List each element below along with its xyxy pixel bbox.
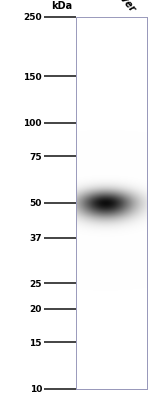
- Text: 100: 100: [24, 119, 42, 128]
- Bar: [76, 18, 147, 389]
- Text: 50: 50: [30, 199, 42, 208]
- Text: Liver: Liver: [113, 0, 138, 14]
- Text: 15: 15: [30, 338, 42, 347]
- Text: kDa: kDa: [51, 1, 72, 11]
- Text: 150: 150: [23, 72, 42, 81]
- Text: 75: 75: [29, 152, 42, 161]
- Text: 250: 250: [23, 14, 42, 22]
- Bar: [76, 18, 147, 389]
- Text: 10: 10: [30, 385, 42, 393]
- Text: 37: 37: [29, 234, 42, 243]
- Text: 20: 20: [30, 305, 42, 314]
- Text: 25: 25: [30, 279, 42, 288]
